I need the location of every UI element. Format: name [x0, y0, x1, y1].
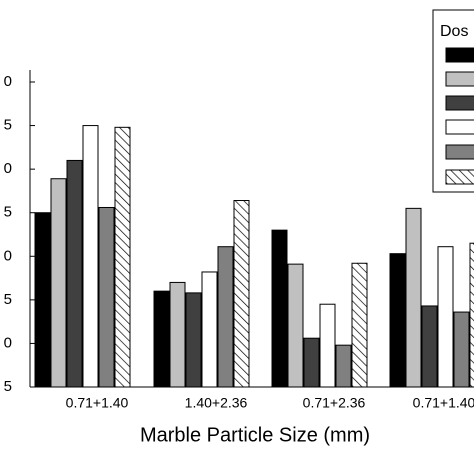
- x-axis-label: Marble Particle Size (mm): [140, 424, 370, 446]
- bar: [453, 311, 470, 388]
- y-tick-label: 0: [4, 247, 12, 264]
- bar: [233, 200, 250, 388]
- bar: [271, 229, 288, 388]
- bar: [319, 303, 336, 388]
- legend-swatch: [445, 169, 474, 185]
- bar: [201, 271, 218, 388]
- legend-swatch: [445, 95, 474, 111]
- y-tick-label: 5: [4, 378, 12, 395]
- y-tick-label: 5: [4, 204, 12, 221]
- y-tick-label: 0: [4, 160, 12, 177]
- bar: [287, 263, 304, 388]
- legend-title: Dos: [440, 23, 468, 40]
- bar: [66, 159, 83, 388]
- y-tick-label: 0: [4, 73, 12, 90]
- y-tick-label: 0: [4, 334, 12, 351]
- bar: [421, 305, 438, 388]
- legend-swatch: [445, 144, 474, 160]
- legend-swatch: [445, 71, 474, 87]
- bar: [351, 262, 368, 388]
- bar: [405, 207, 422, 388]
- bar: [114, 126, 131, 388]
- bar: [335, 344, 352, 388]
- bar: [153, 290, 170, 388]
- legend-swatch: [445, 47, 474, 63]
- bar: [34, 212, 51, 388]
- legend-swatch: [445, 119, 474, 135]
- legend: Dos: [432, 9, 474, 193]
- bar: [469, 242, 474, 388]
- bar: [303, 337, 320, 388]
- bar: [185, 292, 202, 388]
- bar: [437, 246, 454, 388]
- x-tick-label: 0.71+1.40: [66, 395, 129, 411]
- y-tick-label: 5: [4, 291, 12, 308]
- x-tick-label: 0.71+2.36: [303, 395, 366, 411]
- bar: [82, 125, 99, 388]
- bar: [50, 178, 67, 388]
- bar: [389, 253, 406, 388]
- x-tick-label: 0.71+1.40+2: [413, 395, 474, 411]
- x-tick-label: 1.40+2.36: [185, 395, 248, 411]
- bar: [217, 246, 234, 388]
- bar: [98, 206, 115, 388]
- bar: [169, 281, 186, 388]
- y-tick-label: 5: [4, 117, 12, 134]
